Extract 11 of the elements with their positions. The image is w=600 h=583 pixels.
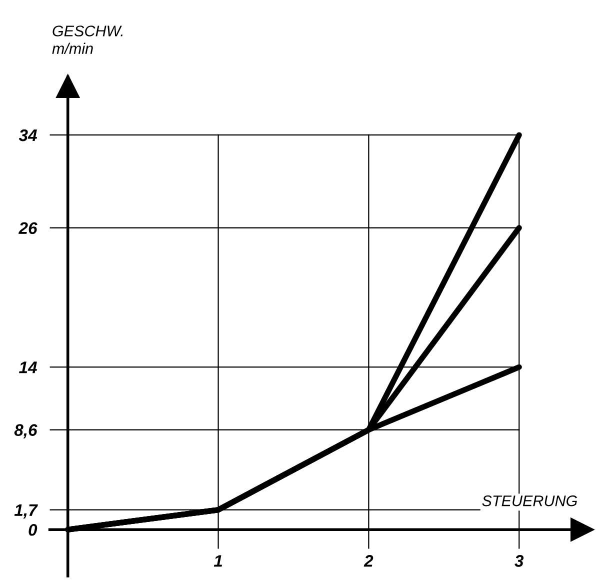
y-tick-label: 0 bbox=[28, 524, 38, 536]
x-axis-title: STEUERUNG bbox=[482, 495, 578, 506]
x-tick-label: 2 bbox=[364, 555, 374, 567]
y-tick-label: 1,7 bbox=[14, 504, 38, 518]
y-tick-label: 34 bbox=[18, 129, 38, 142]
y-tick-label: 14 bbox=[19, 362, 38, 374]
y-axis-title: GESCHW. m/min bbox=[52, 26, 122, 54]
y-tick-label: 26 bbox=[18, 222, 38, 234]
y-tick-label: 8,6 bbox=[14, 424, 38, 438]
x-tick-label: 1 bbox=[214, 555, 222, 567]
x-tick-label: 3 bbox=[514, 555, 524, 567]
